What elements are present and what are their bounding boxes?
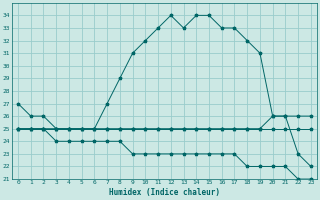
X-axis label: Humidex (Indice chaleur): Humidex (Indice chaleur) (109, 188, 220, 197)
